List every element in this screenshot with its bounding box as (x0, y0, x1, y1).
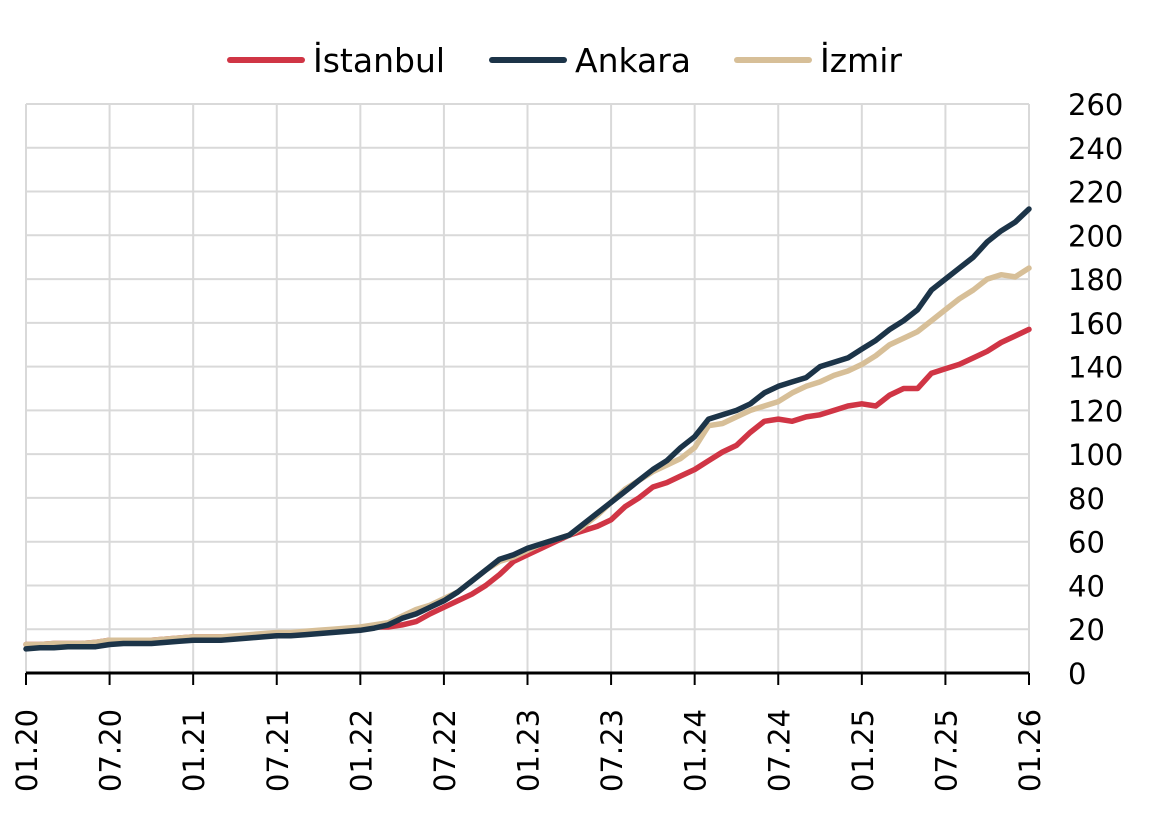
legend-item-0: İstanbul (227, 41, 445, 80)
x-tick-label: 01.25 (846, 709, 880, 792)
y-tick-label: 0 (1068, 657, 1086, 691)
x-axis-labels: 01.20 07.20 01.21 07.21 01.22 07.22 01.23 07.23… (10, 709, 1047, 792)
y-tick-label: 240 (1068, 132, 1123, 166)
y-tick-label: 140 (1068, 351, 1123, 385)
y-tick-label: 260 (1068, 88, 1123, 122)
x-tick-label: 07.25 (929, 709, 963, 792)
x-tick-label: 01.21 (177, 709, 211, 792)
legend-item-1: Ankara (489, 41, 691, 80)
series-line-ankara (23, 206, 1032, 652)
legend-label: Ankara (575, 41, 691, 80)
x-tick-label: 01.24 (679, 709, 713, 792)
x-tick-label: 07.21 (261, 709, 295, 792)
legend-label: İstanbul (313, 41, 445, 80)
x-tick-label: 07.24 (762, 709, 796, 792)
y-tick-label: 160 (1068, 307, 1123, 341)
axes (25, 671, 1030, 685)
y-tick-label: 60 (1068, 526, 1105, 560)
x-tick-label: 01.22 (344, 709, 378, 792)
y-tick-label: 200 (1068, 219, 1123, 253)
x-tick-label: 01.20 (10, 709, 44, 792)
y-tick-label: 120 (1068, 394, 1123, 428)
x-tick-label: 07.22 (428, 709, 462, 792)
legend: İstanbul Ankara İzmir (227, 41, 902, 80)
y-tick-label: 100 (1068, 438, 1123, 472)
legend-label: İzmir (820, 41, 902, 80)
y-tick-label: 180 (1068, 263, 1123, 297)
x-tick-label: 01.23 (512, 709, 546, 792)
y-tick-label: 20 (1068, 613, 1105, 647)
x-tick-label: 01.26 (1013, 709, 1047, 792)
y-axis-labels: 0 20 40 60 80 100 120 140 160 180 200 220 240 260 (1068, 88, 1123, 691)
y-tick-label: 220 (1068, 176, 1123, 210)
x-tick-label: 07.20 (94, 709, 128, 792)
grid-lines (25, 103, 1030, 674)
series-lines (23, 206, 1032, 652)
legend-item-2: İzmir (734, 41, 902, 80)
y-tick-label: 80 (1068, 482, 1105, 516)
x-tick-label: 07.23 (595, 709, 629, 792)
y-tick-label: 40 (1068, 569, 1105, 603)
